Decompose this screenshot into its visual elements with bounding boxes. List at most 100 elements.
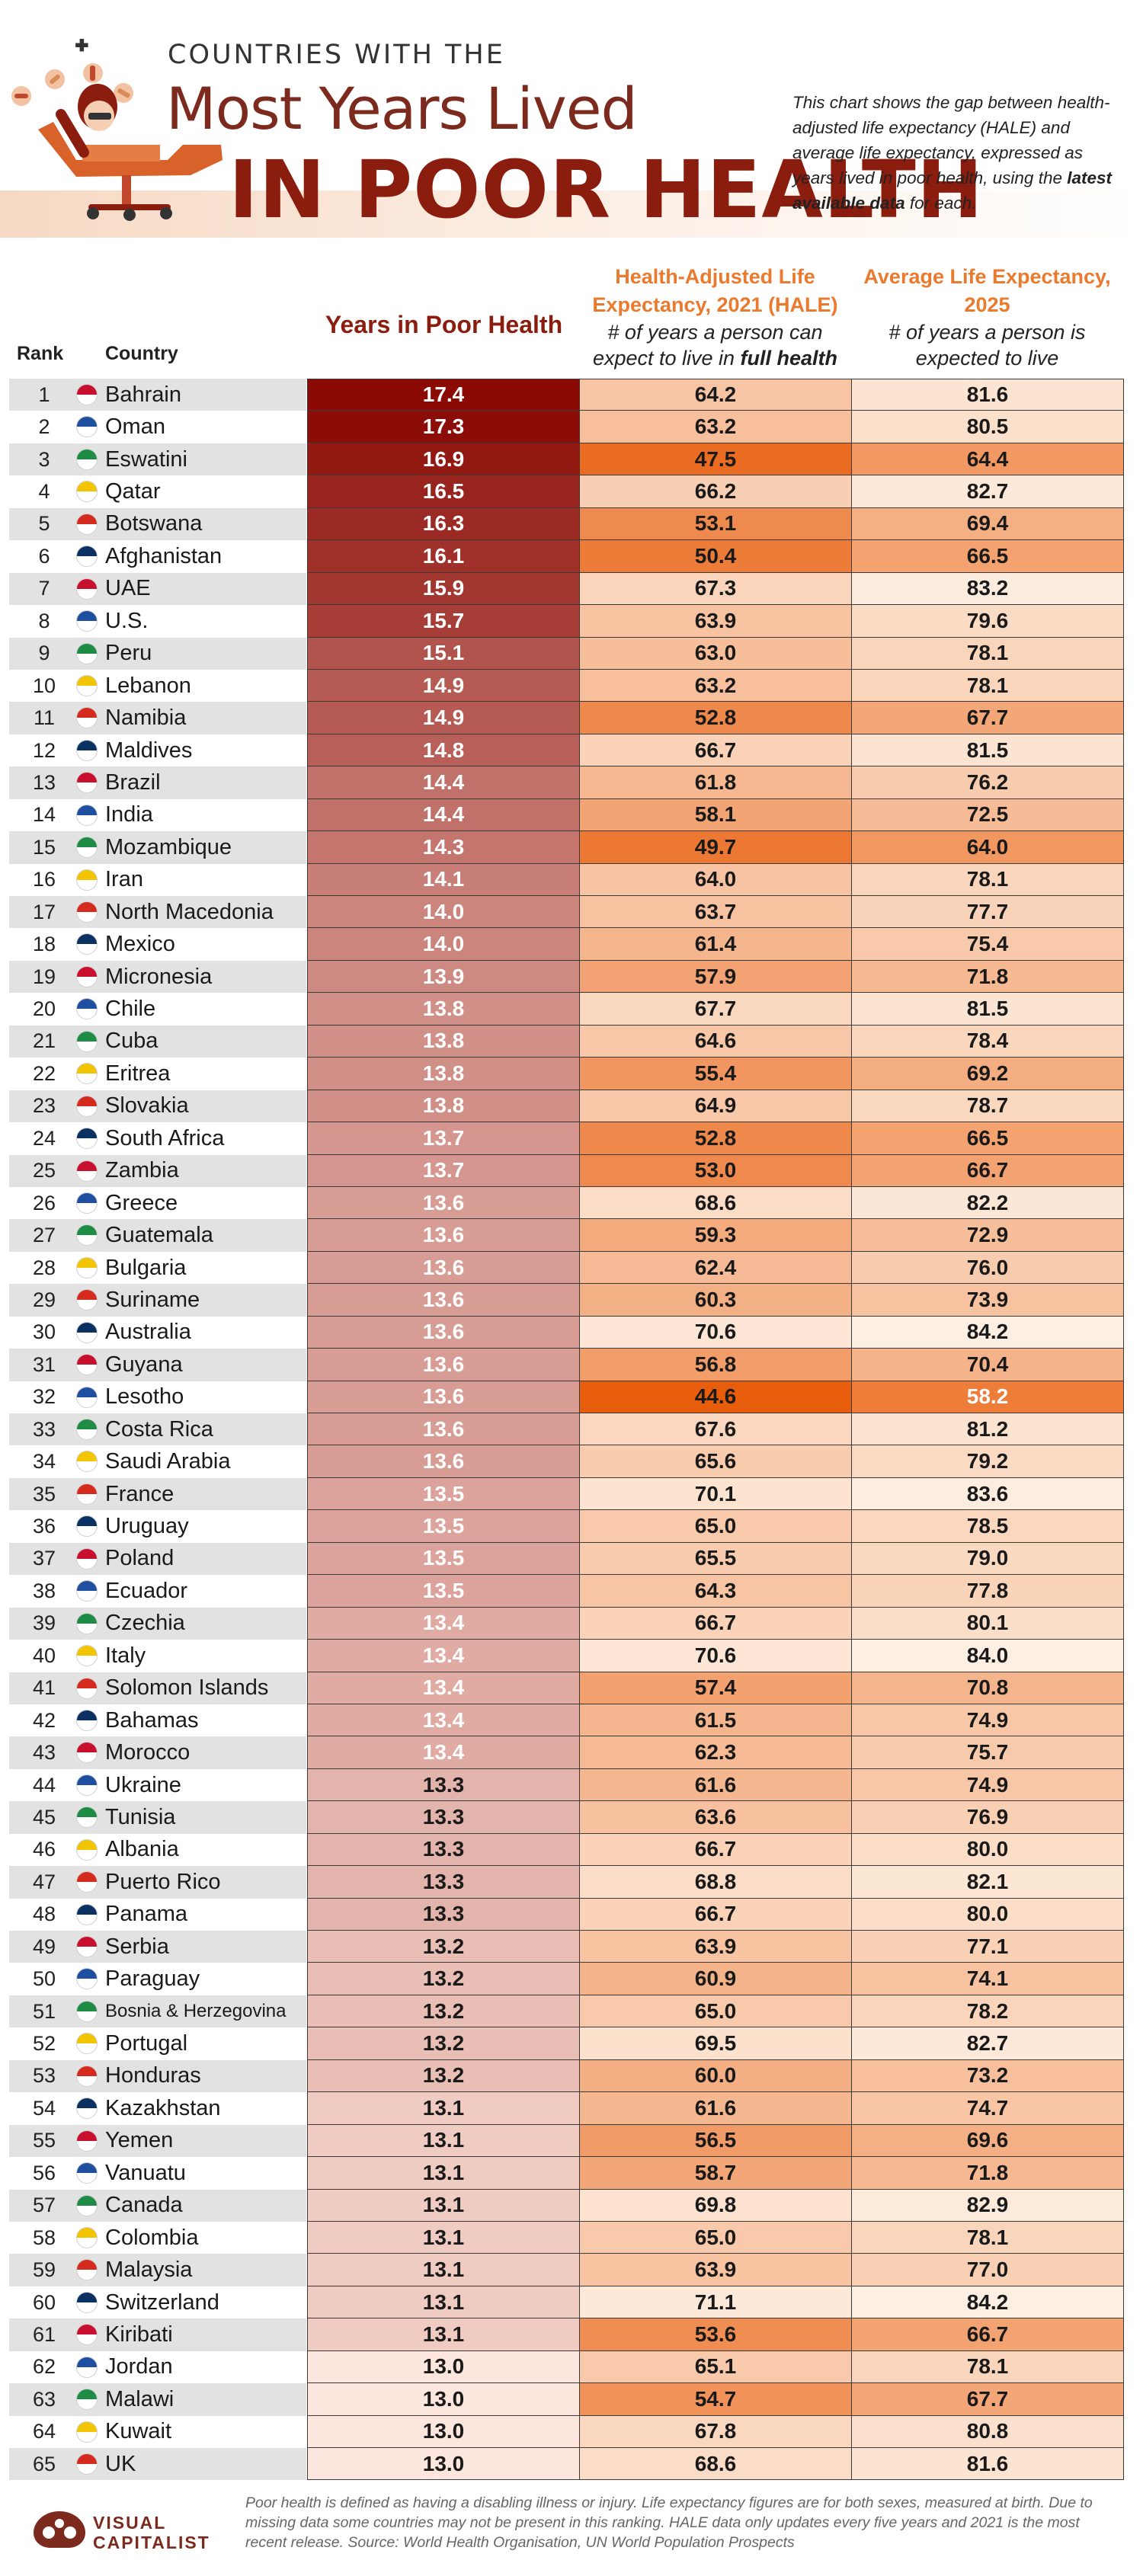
logo-line-1: VISUAL [93, 2513, 167, 2533]
life-expectancy-cell: 75.7 [852, 1736, 1124, 1769]
rank-cell: 33 [32, 1417, 56, 1441]
flag-icon [76, 1451, 98, 1473]
flag-icon [76, 1580, 98, 1602]
years-in-poor-health-cell: 14.4 [307, 798, 580, 832]
flag-icon [76, 2453, 98, 2475]
row-stripe [9, 1284, 306, 1317]
flag-icon [76, 416, 98, 438]
life-expectancy-cell: 77.0 [852, 2254, 1124, 2286]
life-expectancy-cell: 74.9 [852, 1768, 1124, 1802]
years-in-poor-health-cell: 13.1 [307, 2157, 580, 2190]
row-stripe [9, 960, 306, 994]
flag-icon [76, 1968, 98, 1990]
flag-icon [76, 1645, 98, 1667]
table-row: 58 Colombia 13.1 65.0 78.1 [0, 2221, 1143, 2254]
table-row: 22 Eritrea 13.8 55.4 69.2 [0, 1058, 1143, 1090]
table-row: 35 France 13.5 70.1 83.6 [0, 1477, 1143, 1511]
years-in-poor-health-cell: 13.8 [307, 1025, 580, 1058]
hale-cell: 70.1 [580, 1477, 852, 1511]
country-name: Namibia [105, 706, 187, 731]
row-stripe [9, 1736, 306, 1769]
rank-cell: 52 [32, 2032, 56, 2056]
country-name: Eritrea [105, 1061, 171, 1086]
flag-icon [76, 2324, 98, 2346]
years-in-poor-health-cell: 13.8 [307, 1058, 580, 1090]
country-name: Iran [105, 867, 143, 892]
hale-cell: 56.5 [580, 2124, 852, 2158]
rank-cell: 63 [32, 2387, 56, 2411]
hale-cell: 57.4 [580, 1672, 852, 1704]
table-row: 59 Malaysia 13.1 63.9 77.0 [0, 2254, 1143, 2286]
flag-icon [76, 1483, 98, 1505]
hale-cell: 61.8 [580, 766, 852, 799]
life-expectancy-cell: 80.0 [852, 1898, 1124, 1931]
table-row: 14 India 14.4 58.1 72.5 [0, 798, 1143, 832]
flag-icon [76, 1128, 98, 1150]
table-row: 55 Yemen 13.1 56.5 69.6 [0, 2124, 1143, 2158]
country-name: Vanuatu [105, 2160, 186, 2185]
flag-icon [76, 869, 98, 891]
intro-text-part2: for each. [904, 194, 977, 213]
flag-icon [76, 1030, 98, 1052]
life-expectancy-cell: 82.1 [852, 1866, 1124, 1899]
country-name: South Africa [105, 1125, 225, 1150]
rank-cell: 65 [32, 2452, 56, 2475]
years-in-poor-health-cell: 13.6 [307, 1413, 580, 1446]
life-expectancy-cell: 84.0 [852, 1640, 1124, 1672]
life-expectancy-cell: 67.7 [852, 2383, 1124, 2416]
years-in-poor-health-cell: 13.1 [307, 2124, 580, 2158]
flag-icon [76, 513, 98, 535]
rank-cell: 10 [32, 674, 56, 697]
life-expectancy-cell: 80.5 [852, 411, 1124, 443]
logo-text: VISUAL CAPITALIST [93, 2513, 210, 2552]
rank-cell: 48 [32, 1902, 56, 1926]
hale-cell: 66.2 [580, 475, 852, 508]
life-expectancy-cell: 84.2 [852, 1316, 1124, 1349]
life-expectancy-cell: 82.7 [852, 2027, 1124, 2060]
hale-cell: 52.8 [580, 702, 852, 734]
rank-cell: 64 [32, 2420, 56, 2443]
flag-icon [76, 2033, 98, 2055]
title-line-1: Most Years Lived [166, 75, 638, 142]
table-row: 18 Mexico 14.0 61.4 75.4 [0, 928, 1143, 961]
country-name: Guyana [105, 1352, 183, 1377]
years-in-poor-health-cell: 13.0 [307, 2448, 580, 2481]
years-in-poor-health-cell: 14.8 [307, 734, 580, 767]
row-stripe [9, 1413, 306, 1446]
years-in-poor-health-cell: 13.2 [307, 1931, 580, 1963]
column-header-country: Country [105, 343, 178, 364]
years-in-poor-health-cell: 13.6 [307, 1251, 580, 1285]
table-row: 45 Tunisia 13.3 63.6 76.9 [0, 1801, 1143, 1834]
hale-cell: 68.6 [580, 2448, 852, 2481]
table-row: 47 Puerto Rico 13.3 68.8 82.1 [0, 1866, 1143, 1899]
ranking-table: 1 Bahrain 17.4 64.2 81.6 2 Oman 17.3 63.2 80.5 3 Es… [0, 379, 1143, 2481]
rank-cell: 50 [32, 1967, 56, 1991]
hale-cell: 65.1 [580, 2350, 852, 2384]
table-row: 51 Bosnia & Herzegovina 13.2 65.0 78.2 [0, 1995, 1143, 2028]
table-row: 13 Brazil 14.4 61.8 76.2 [0, 766, 1143, 799]
years-in-poor-health-cell: 14.4 [307, 766, 580, 799]
rank-cell: 1 [38, 382, 50, 406]
life-expectancy-cell: 77.1 [852, 1931, 1124, 1963]
flag-icon [76, 610, 98, 632]
hale-cell: 66.7 [580, 1607, 852, 1640]
years-in-poor-health-cell: 13.0 [307, 2383, 580, 2416]
flag-icon [76, 2421, 98, 2443]
country-name: Yemen [105, 2128, 174, 2153]
hale-cell: 53.6 [580, 2318, 852, 2351]
hale-cell: 63.0 [580, 637, 852, 670]
life-expectancy-cell: 78.1 [852, 863, 1124, 896]
years-in-poor-health-cell: 16.9 [307, 443, 580, 476]
column-header-hale: Health-Adjusted Life Expectancy, 2021 (H… [579, 263, 851, 371]
country-name: Serbia [105, 1934, 169, 1959]
country-name: Panama [105, 1902, 188, 1927]
country-name: Eswatini [105, 446, 187, 472]
hale-cell: 66.7 [580, 1833, 852, 1867]
country-name: North Macedonia [105, 899, 274, 924]
table-row: 7 UAE 15.9 67.3 83.2 [0, 572, 1143, 606]
years-in-poor-health-cell: 14.1 [307, 863, 580, 896]
life-expectancy-cell: 78.7 [852, 1090, 1124, 1123]
country-name: Albania [105, 1837, 179, 1862]
years-in-poor-health-cell: 16.1 [307, 540, 580, 573]
hale-cell: 60.0 [580, 2059, 852, 2093]
